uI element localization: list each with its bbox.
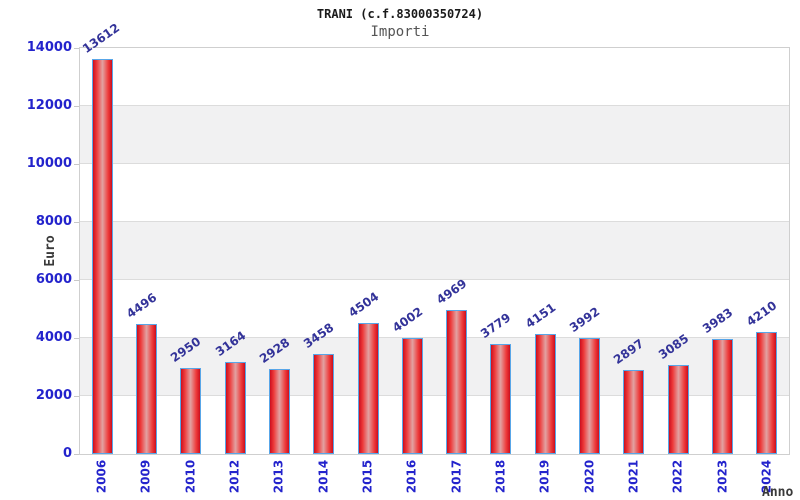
gridline-8000 xyxy=(80,221,789,222)
y-tick-label: 0 xyxy=(62,446,72,461)
x-axis-title: Anno xyxy=(762,485,794,500)
y-tick-mark xyxy=(74,105,79,107)
gridline-10000 xyxy=(80,163,789,164)
y-tick-label: 6000 xyxy=(35,272,72,287)
x-tick-label: 2013 xyxy=(271,459,286,494)
gridline-2000 xyxy=(80,395,789,396)
y-tick-label: 12000 xyxy=(26,98,72,113)
y-tick-mark xyxy=(74,453,79,455)
x-tick-label: 2017 xyxy=(449,459,464,494)
bar-value-label: 3164 xyxy=(212,328,248,360)
bar-2010 xyxy=(180,368,202,454)
bar-value-label: 2897 xyxy=(611,336,647,367)
y-tick-mark xyxy=(74,163,79,165)
x-tick-label: 2012 xyxy=(227,459,242,494)
bar-2024 xyxy=(756,331,778,454)
x-tick-label: 2019 xyxy=(537,459,552,494)
bar-value-label: 3085 xyxy=(655,330,692,362)
x-tick-label: 2015 xyxy=(360,459,375,494)
bar-2023 xyxy=(712,338,734,454)
bar-2020 xyxy=(579,338,601,454)
y-tick-label: 8000 xyxy=(35,214,72,229)
gridline-12000 xyxy=(80,105,789,106)
bar-2006 xyxy=(91,59,113,454)
bar-value-label: 4151 xyxy=(522,299,559,331)
plot-area: 13612 4496 2950 3164 2928 3458 4504 4002 4969 377… xyxy=(79,21,790,455)
bar-2021 xyxy=(623,370,645,454)
bar-2015 xyxy=(357,323,379,454)
x-tick-label: 2022 xyxy=(670,459,685,494)
bar-value-label: 4210 xyxy=(744,298,780,329)
gridline-4000 xyxy=(80,337,789,338)
bar-value-label: 3983 xyxy=(700,304,736,336)
bar-value-label: 3992 xyxy=(567,304,603,336)
bar-2014 xyxy=(313,353,335,454)
chart-subtitle: Importi xyxy=(370,24,430,40)
bar-2012 xyxy=(224,362,246,454)
x-tick-label: 2021 xyxy=(626,459,641,494)
x-tick-label: 2010 xyxy=(183,459,198,494)
bar-value-label: 4496 xyxy=(123,289,160,321)
y-tick-label: 14000 xyxy=(26,40,72,55)
y-tick-label: 10000 xyxy=(26,156,72,171)
bar-2017 xyxy=(446,309,468,454)
y-tick-mark xyxy=(74,47,79,49)
bar-2013 xyxy=(268,369,290,454)
bar-value-label: 2928 xyxy=(256,335,293,367)
bar-2018 xyxy=(490,344,512,454)
bar-2009 xyxy=(135,323,157,454)
bar-value-label: 4002 xyxy=(389,304,426,335)
x-tick-label: 2023 xyxy=(715,459,730,494)
x-tick-label: 2018 xyxy=(493,459,508,494)
y-tick-mark xyxy=(74,221,79,223)
y-tick-label: 4000 xyxy=(35,330,72,345)
chart-title: TRANI (c.f.83000350724) xyxy=(316,7,484,21)
bar-value-label: 4969 xyxy=(434,276,470,307)
x-tick-label: 2014 xyxy=(316,459,331,494)
bar-value-label: 4504 xyxy=(345,289,381,321)
bar-2016 xyxy=(401,337,423,454)
bar-value-label: 3458 xyxy=(301,320,337,351)
bar-2019 xyxy=(534,333,556,454)
y-tick-mark xyxy=(74,279,79,281)
y-tick-mark xyxy=(74,395,79,397)
y-tick-mark xyxy=(74,337,79,339)
x-tick-label: 2020 xyxy=(582,459,597,494)
x-tick-label: 2016 xyxy=(404,459,419,494)
gridline-6000 xyxy=(80,279,789,280)
x-tick-label: 2006 xyxy=(94,459,109,494)
bar-value-label: 2950 xyxy=(168,334,204,366)
y-tick-label: 2000 xyxy=(35,388,72,403)
x-tick-label: 2009 xyxy=(138,459,153,494)
bar-2022 xyxy=(667,364,689,454)
